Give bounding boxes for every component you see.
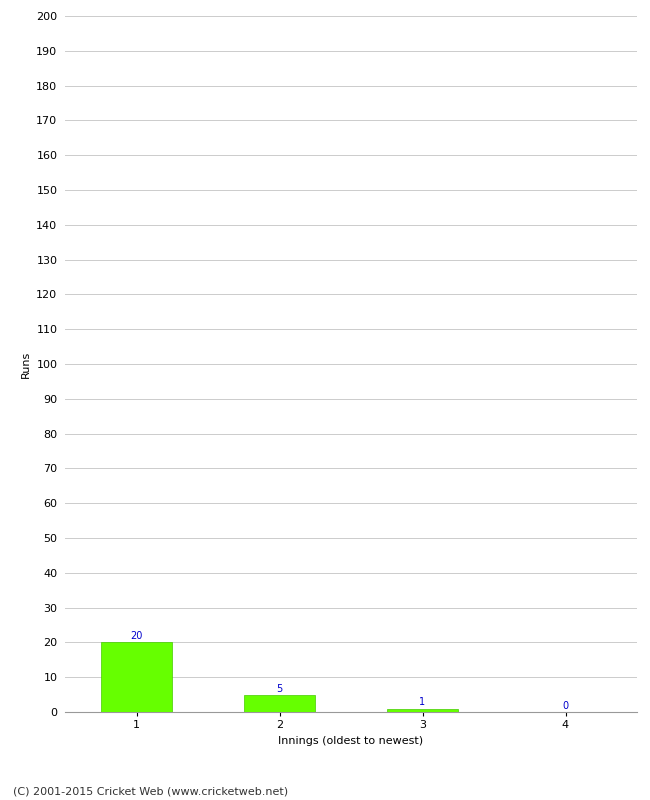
Text: (C) 2001-2015 Cricket Web (www.cricketweb.net): (C) 2001-2015 Cricket Web (www.cricketwe… xyxy=(13,786,288,796)
Y-axis label: Runs: Runs xyxy=(21,350,31,378)
Text: 20: 20 xyxy=(130,631,143,642)
Bar xyxy=(244,694,315,712)
Bar xyxy=(387,709,458,712)
Text: 1: 1 xyxy=(419,698,426,707)
X-axis label: Innings (oldest to newest): Innings (oldest to newest) xyxy=(278,736,424,746)
Bar xyxy=(101,642,172,712)
Text: 0: 0 xyxy=(562,701,569,711)
Text: 5: 5 xyxy=(276,683,283,694)
